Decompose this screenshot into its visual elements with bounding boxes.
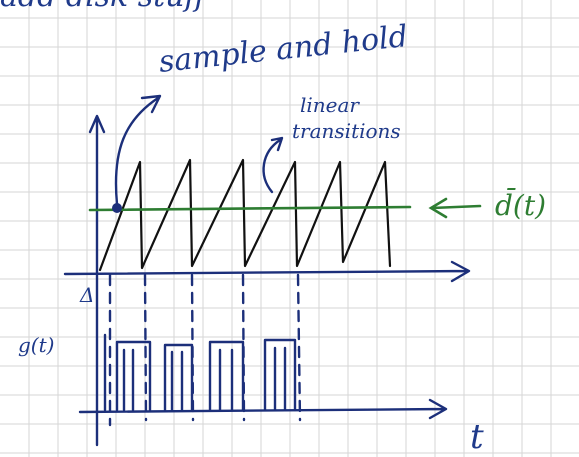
- sample-marks: [110, 275, 300, 425]
- grid-paper: [0, 0, 579, 457]
- duty-label: d̄(t): [495, 187, 546, 222]
- duty-arrow: [431, 199, 480, 217]
- top-note: add disk stuff: [0, 0, 211, 14]
- duty-line: [90, 207, 410, 210]
- delta-label: Δ: [79, 283, 94, 307]
- transitions-label: transitions: [292, 119, 401, 143]
- linear-label: linear: [300, 93, 360, 117]
- sketch: add disk stuff sample and hold linear tr…: [0, 0, 579, 457]
- y-axis: [90, 116, 104, 445]
- lower-t-axis: [80, 400, 446, 418]
- gate-label: g(t): [18, 333, 54, 357]
- upper-t-axis: [65, 262, 469, 281]
- transition-arrow: [264, 138, 282, 192]
- sample-arrow: [116, 96, 160, 204]
- axes: [65, 116, 469, 445]
- sawtooth: [100, 160, 390, 270]
- time-label: t: [470, 417, 484, 457]
- sample-hold-label: sample and hold: [157, 19, 409, 80]
